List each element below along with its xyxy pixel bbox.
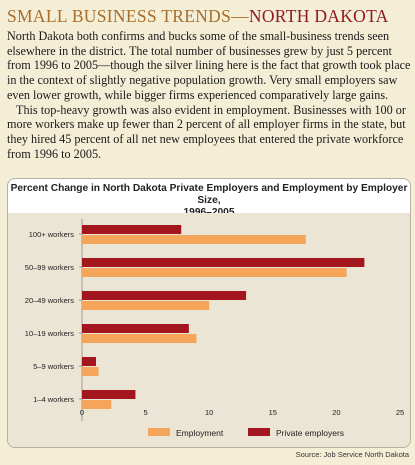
chart-title: Percent Change in North Dakota Private E… (8, 183, 410, 219)
bar-private-employers (82, 390, 136, 399)
x-tick-label: 5 (144, 408, 148, 417)
legend-label: Private employers (276, 428, 344, 438)
bar-private-employers (82, 291, 247, 300)
bar-chart: 100+ workers 50–99 workers 20–49 workers 10… (25, 219, 404, 438)
bar-employment (82, 367, 99, 376)
bar-private-employers (82, 225, 182, 234)
article-body: North Dakota both confirms and bucks som… (7, 29, 411, 161)
legend-swatch (148, 428, 170, 436)
category-label: 20–49 workers (25, 296, 74, 305)
category-label: 100+ workers (29, 230, 74, 239)
x-tick-label: 15 (269, 408, 277, 417)
source-note: Source: Job Service North Dakota (295, 450, 409, 459)
bar-employment (82, 301, 210, 310)
plot-background (8, 213, 410, 447)
category-label: 1–4 workers (33, 395, 74, 404)
x-tick-label: 25 (396, 408, 404, 417)
chart-panel: Percent Change in North Dakota Private E… (7, 178, 411, 448)
page-title: SMALL BUSINESS TRENDS—NORTH DAKOTA (7, 6, 389, 27)
bar-private-employers (82, 324, 189, 333)
bar-private-employers (82, 258, 365, 267)
chart-title-line-1: Percent Change in North Dakota Private E… (10, 183, 408, 206)
x-tick-label: 10 (205, 408, 213, 417)
bar-employment (82, 235, 306, 244)
title-part-2: NORTH DAKOTA (248, 6, 389, 26)
x-tick-label: 20 (332, 408, 340, 417)
legend-swatch (248, 428, 270, 436)
bar-employment (82, 334, 197, 343)
bar-employment (82, 400, 112, 409)
bar-private-employers (82, 357, 96, 366)
paragraph-2: This top-heavy growth was also evident i… (7, 102, 406, 161)
paragraph-1: North Dakota both confirms and bucks som… (7, 29, 411, 102)
category-label: 10–19 workers (25, 329, 74, 338)
bar-employment (82, 268, 347, 277)
title-part-1: SMALL BUSINESS TRENDS— (7, 6, 249, 26)
category-label: 5–9 workers (33, 362, 74, 371)
legend-label: Employment (176, 428, 224, 438)
x-tick-label: 0 (80, 408, 84, 417)
chart-title-line-2: 1996–2005 (8, 207, 410, 219)
category-label: 50–99 workers (25, 263, 74, 272)
